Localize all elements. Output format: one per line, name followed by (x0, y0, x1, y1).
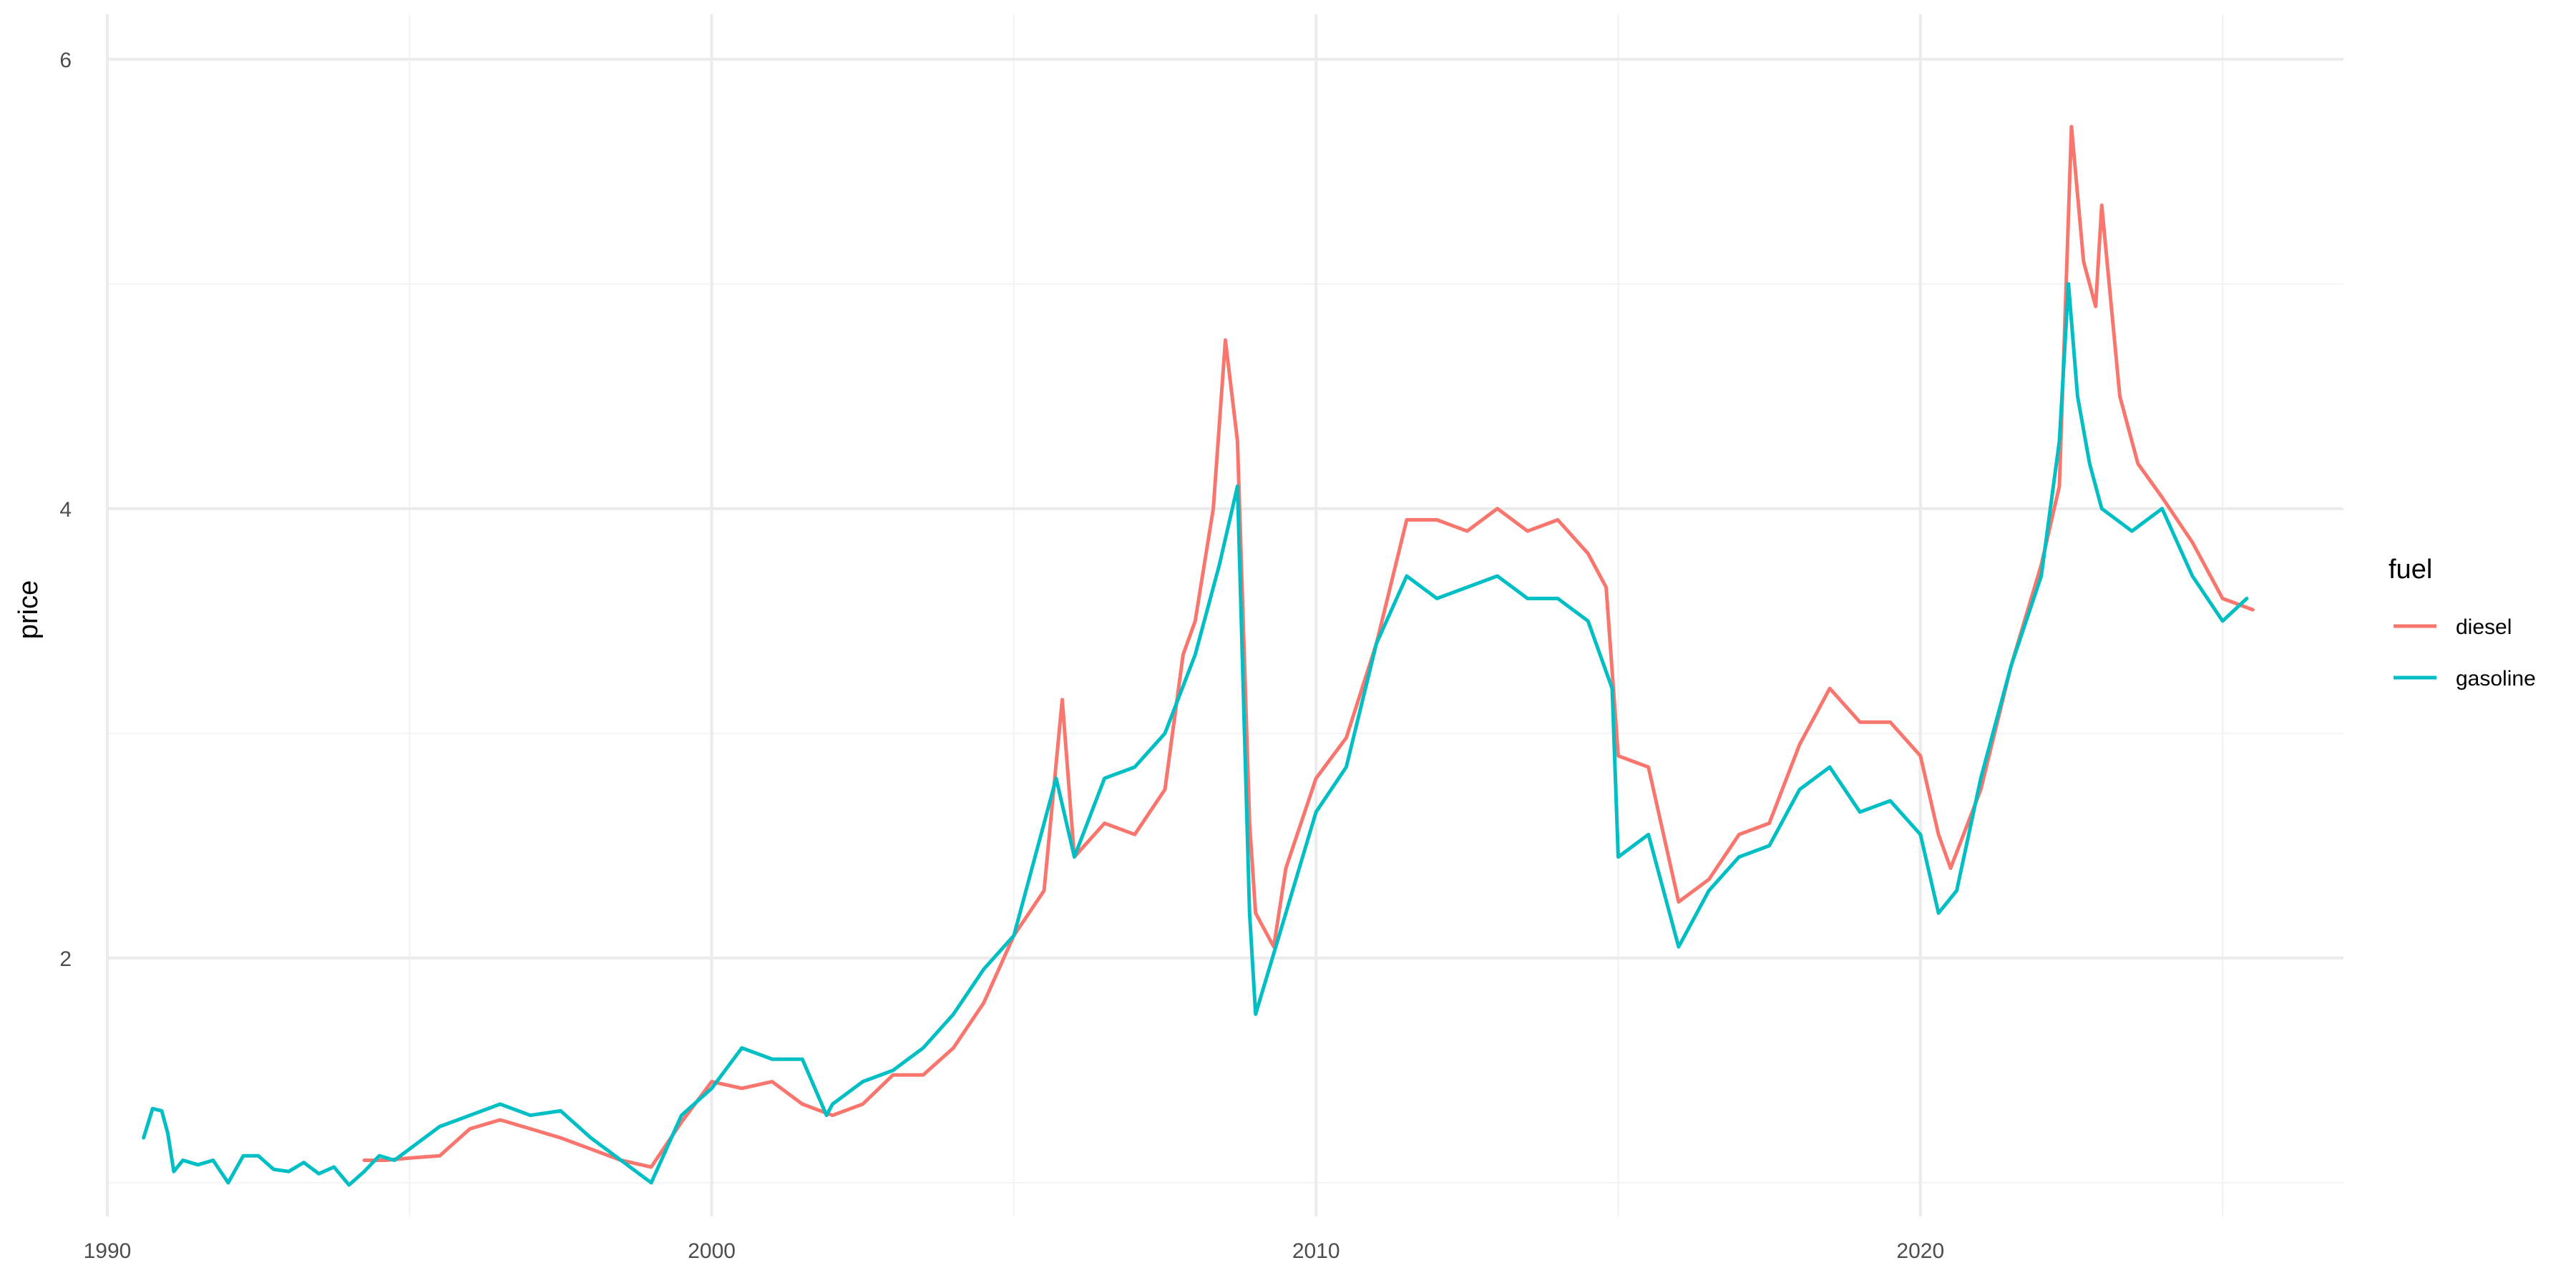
y-axis-title: price (14, 580, 44, 639)
major-gridlines (106, 14, 2343, 1216)
legend-label-gasoline: gasoline (2456, 667, 2536, 691)
y-tick-label: 6 (59, 49, 72, 72)
x-tick-label: 1990 (84, 1239, 132, 1263)
y-axis-tick-labels: 2 4 6 (59, 49, 72, 971)
legend: fuel diesel gasoline (2389, 555, 2536, 691)
x-tick-label: 2020 (1896, 1239, 1944, 1263)
x-tick-label: 2010 (1292, 1239, 1340, 1263)
minor-gridlines (107, 14, 2343, 1216)
series-line-gasoline (142, 282, 2249, 1187)
series-layer (142, 125, 2255, 1187)
legend-label-diesel: diesel (2456, 615, 2512, 639)
legend-items: diesel gasoline (2394, 615, 2536, 691)
x-axis-tick-labels: 1990 2000 2010 2020 (84, 1239, 1945, 1263)
y-tick-label: 2 (59, 947, 72, 971)
x-tick-label: 2000 (688, 1239, 736, 1263)
legend-title: fuel (2389, 555, 2432, 585)
y-tick-label: 4 (59, 498, 72, 522)
